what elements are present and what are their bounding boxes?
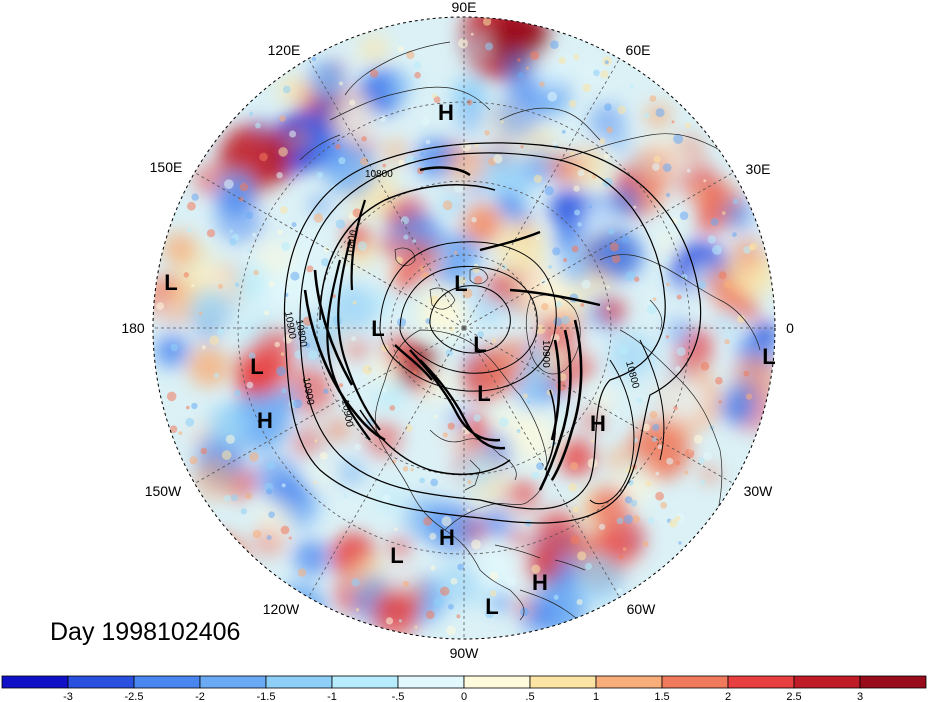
low-pressure-marker: L	[762, 344, 775, 369]
anomaly-field	[153, 17, 775, 639]
lon-label-90e: 90E	[452, 0, 477, 15]
contour-label: 10900	[282, 311, 298, 341]
lon-label-150w: 150W	[145, 483, 182, 499]
low-pressure-marker: L	[250, 354, 263, 379]
colorbar-tick-label: -1.5	[257, 691, 276, 702]
colorbar-box	[727, 675, 795, 689]
high-pressure-marker: H	[439, 525, 455, 550]
low-pressure-marker: L	[477, 381, 490, 406]
contour-label: 10800	[344, 229, 360, 259]
colorbar-box	[331, 675, 399, 689]
low-pressure-marker: L	[371, 316, 384, 341]
colorbar-tick-label: 1.5	[654, 691, 669, 702]
colorbar-tick-label: -2.5	[125, 691, 144, 702]
contour-label: 10900	[540, 340, 551, 368]
colorbar-box	[133, 675, 201, 689]
contour-label: 10900	[300, 377, 316, 407]
height-contours	[283, 142, 702, 524]
lon-label-120w: 120W	[263, 601, 300, 617]
colorbar: -3 -2.5 -2 -1.5 -1 -.5 0 .5 1 1.5 2 2.5 3	[1, 675, 927, 702]
colorbar-tick-label: -1	[327, 691, 337, 702]
colorbar-tick-label: -2	[195, 691, 205, 702]
low-pressure-marker: L	[473, 332, 486, 357]
high-pressure-marker: H	[590, 411, 606, 436]
colorbar-tick-label: 2	[725, 691, 731, 702]
colorbar-tick-label: .5	[525, 691, 534, 702]
low-pressure-marker: L	[485, 594, 498, 619]
colorbar-box	[199, 675, 267, 689]
high-pressure-marker: H	[438, 100, 454, 125]
lon-label-60w: 60W	[627, 601, 657, 617]
colorbar-box	[265, 675, 333, 689]
colorbar-tick-label: -.5	[392, 691, 405, 702]
colorbar-box	[397, 675, 465, 689]
colorbar-box	[793, 675, 861, 689]
lon-label-90w: 90W	[450, 645, 480, 661]
colorbar-tick-label: -3	[63, 691, 73, 702]
contour-label: 10800	[293, 319, 309, 349]
high-pressure-marker: H	[257, 408, 273, 433]
colorbar-tick-label: 3	[857, 691, 863, 702]
map-boundary	[152, 16, 776, 640]
longitude-labels: 90E 60E 30E 0 30W 60W 90W 120W 150W 180 …	[121, 0, 794, 661]
coastlines	[299, 41, 761, 639]
lon-label-60e: 60E	[626, 42, 651, 58]
high-pressure-marker: H	[532, 570, 548, 595]
colorbar-box	[859, 675, 927, 689]
colorbar-box	[529, 675, 597, 689]
contour-label: 10900	[339, 399, 355, 429]
colorbar-box	[67, 675, 135, 689]
low-pressure-marker: L	[390, 543, 403, 568]
colorbar-box	[463, 675, 531, 689]
colorbar-tick-label: 0	[461, 691, 467, 702]
low-pressure-marker: L	[164, 270, 177, 295]
colorbar-box	[595, 675, 663, 689]
colorbar-box	[661, 675, 729, 689]
lon-label-150e: 150E	[150, 159, 183, 175]
colorbar-tick-label: 1	[593, 691, 599, 702]
lon-label-0: 0	[786, 320, 794, 336]
lon-label-120e: 120E	[268, 42, 301, 58]
pressure-centers: H L L H L L L L H L H L H L H	[164, 100, 775, 619]
lon-label-180: 180	[121, 320, 145, 336]
contour-label: 10800	[365, 169, 393, 180]
date-title: Day 1998102406	[50, 618, 241, 646]
colorbar-tick-label: 2.5	[786, 691, 801, 702]
lon-label-30w: 30W	[744, 483, 774, 499]
low-pressure-marker: L	[454, 271, 467, 296]
lon-label-30e: 30E	[746, 161, 771, 177]
colorbar-box	[1, 675, 69, 689]
